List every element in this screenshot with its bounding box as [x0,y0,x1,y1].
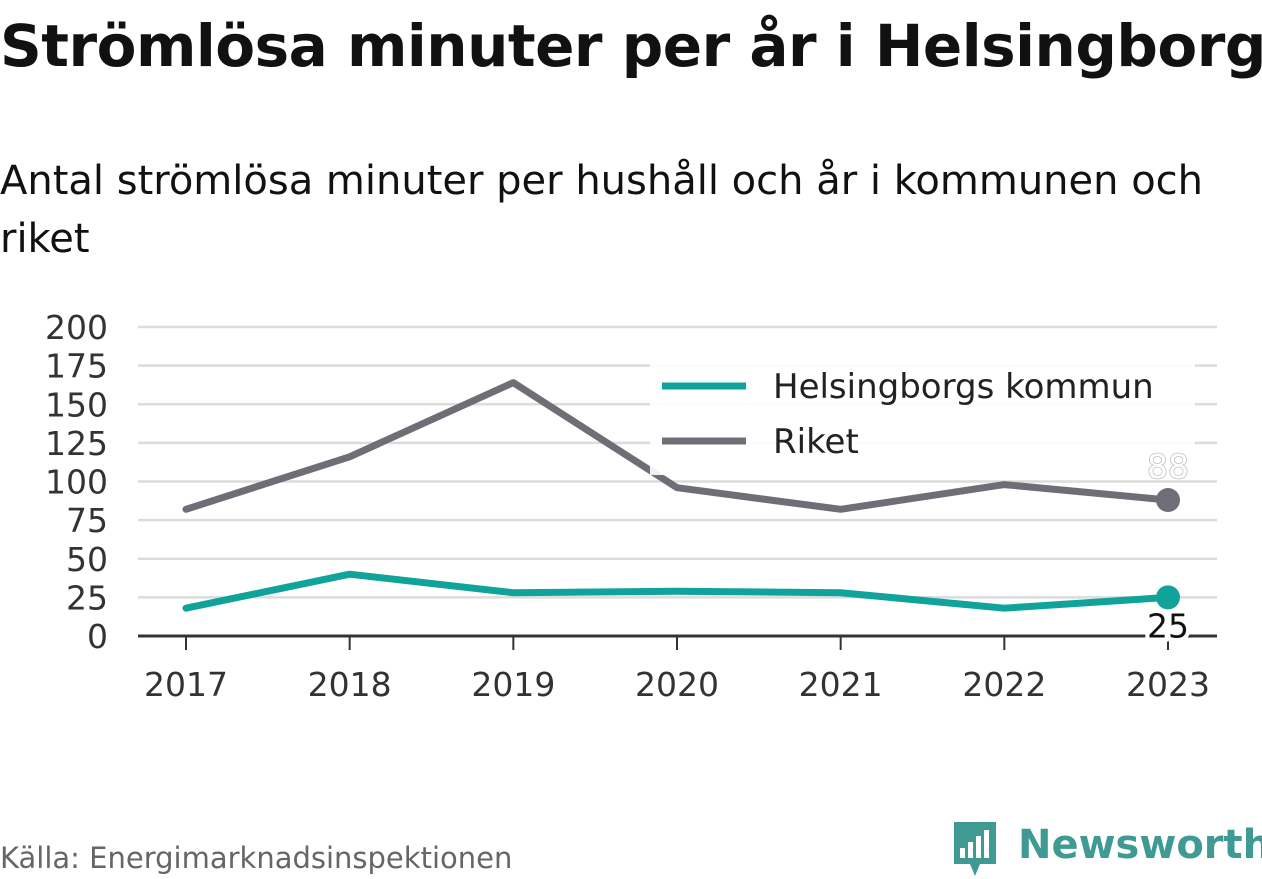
legend-label-riket: Riket [773,422,859,462]
y-tick-label-50: 50 [66,540,108,579]
x-tick-label-2023: 2023 [1126,665,1210,704]
y-tick-label-125: 125 [45,424,108,463]
end-point-riket [1156,488,1180,513]
x-tick-label-2020: 2020 [635,665,719,704]
end-label-helsingborgs-kommun: 25 [1147,606,1189,645]
x-tick-label-2018: 2018 [308,665,392,704]
x-tick-label-2022: 2022 [962,665,1046,704]
end-labels: 25 88 [1143,446,1193,649]
x-axis-ticks: 2017 2018 2019 2020 2021 2022 2023 [144,636,1210,704]
x-tick-label-2021: 2021 [799,665,883,704]
series-lines [182,379,1180,612]
legend-background [650,360,1195,475]
chart-title: Strömlösa minuter per år i Helsingborg [0,12,1262,80]
end-label-riket: 88 [1147,447,1189,486]
y-tick-label-100: 100 [45,463,108,502]
y-tick-label-200: 200 [45,308,108,347]
series-line-helsingborgs-kommun [182,570,1172,612]
y-tick-label-0: 0 [87,617,108,656]
series-line-riket [182,379,1172,513]
newsworthy-brand[interactable]: Newsworthy [950,818,1262,878]
legend: Helsingborgs kommun Riket [650,360,1195,475]
x-tick-label-2019: 2019 [471,665,555,704]
x-tick-label-2017: 2017 [144,665,228,704]
y-tick-label-150: 150 [45,385,108,424]
source-note: Källa: Energimarknadsinspektionen [0,841,513,875]
y-tick-label-175: 175 [45,347,108,386]
newsworthy-logo-icon [954,822,996,876]
y-tick-label-25: 25 [66,578,108,617]
legend-label-helsingborgs-kommun: Helsingborgs kommun [773,367,1154,407]
chart-subtitle: Antal strömlösa minuter per hushåll och … [0,158,1204,262]
end-point-helsingborgs-kommun [1156,585,1180,610]
y-tick-label-75: 75 [66,501,108,540]
brand-name: Newsworthy [1018,822,1262,868]
